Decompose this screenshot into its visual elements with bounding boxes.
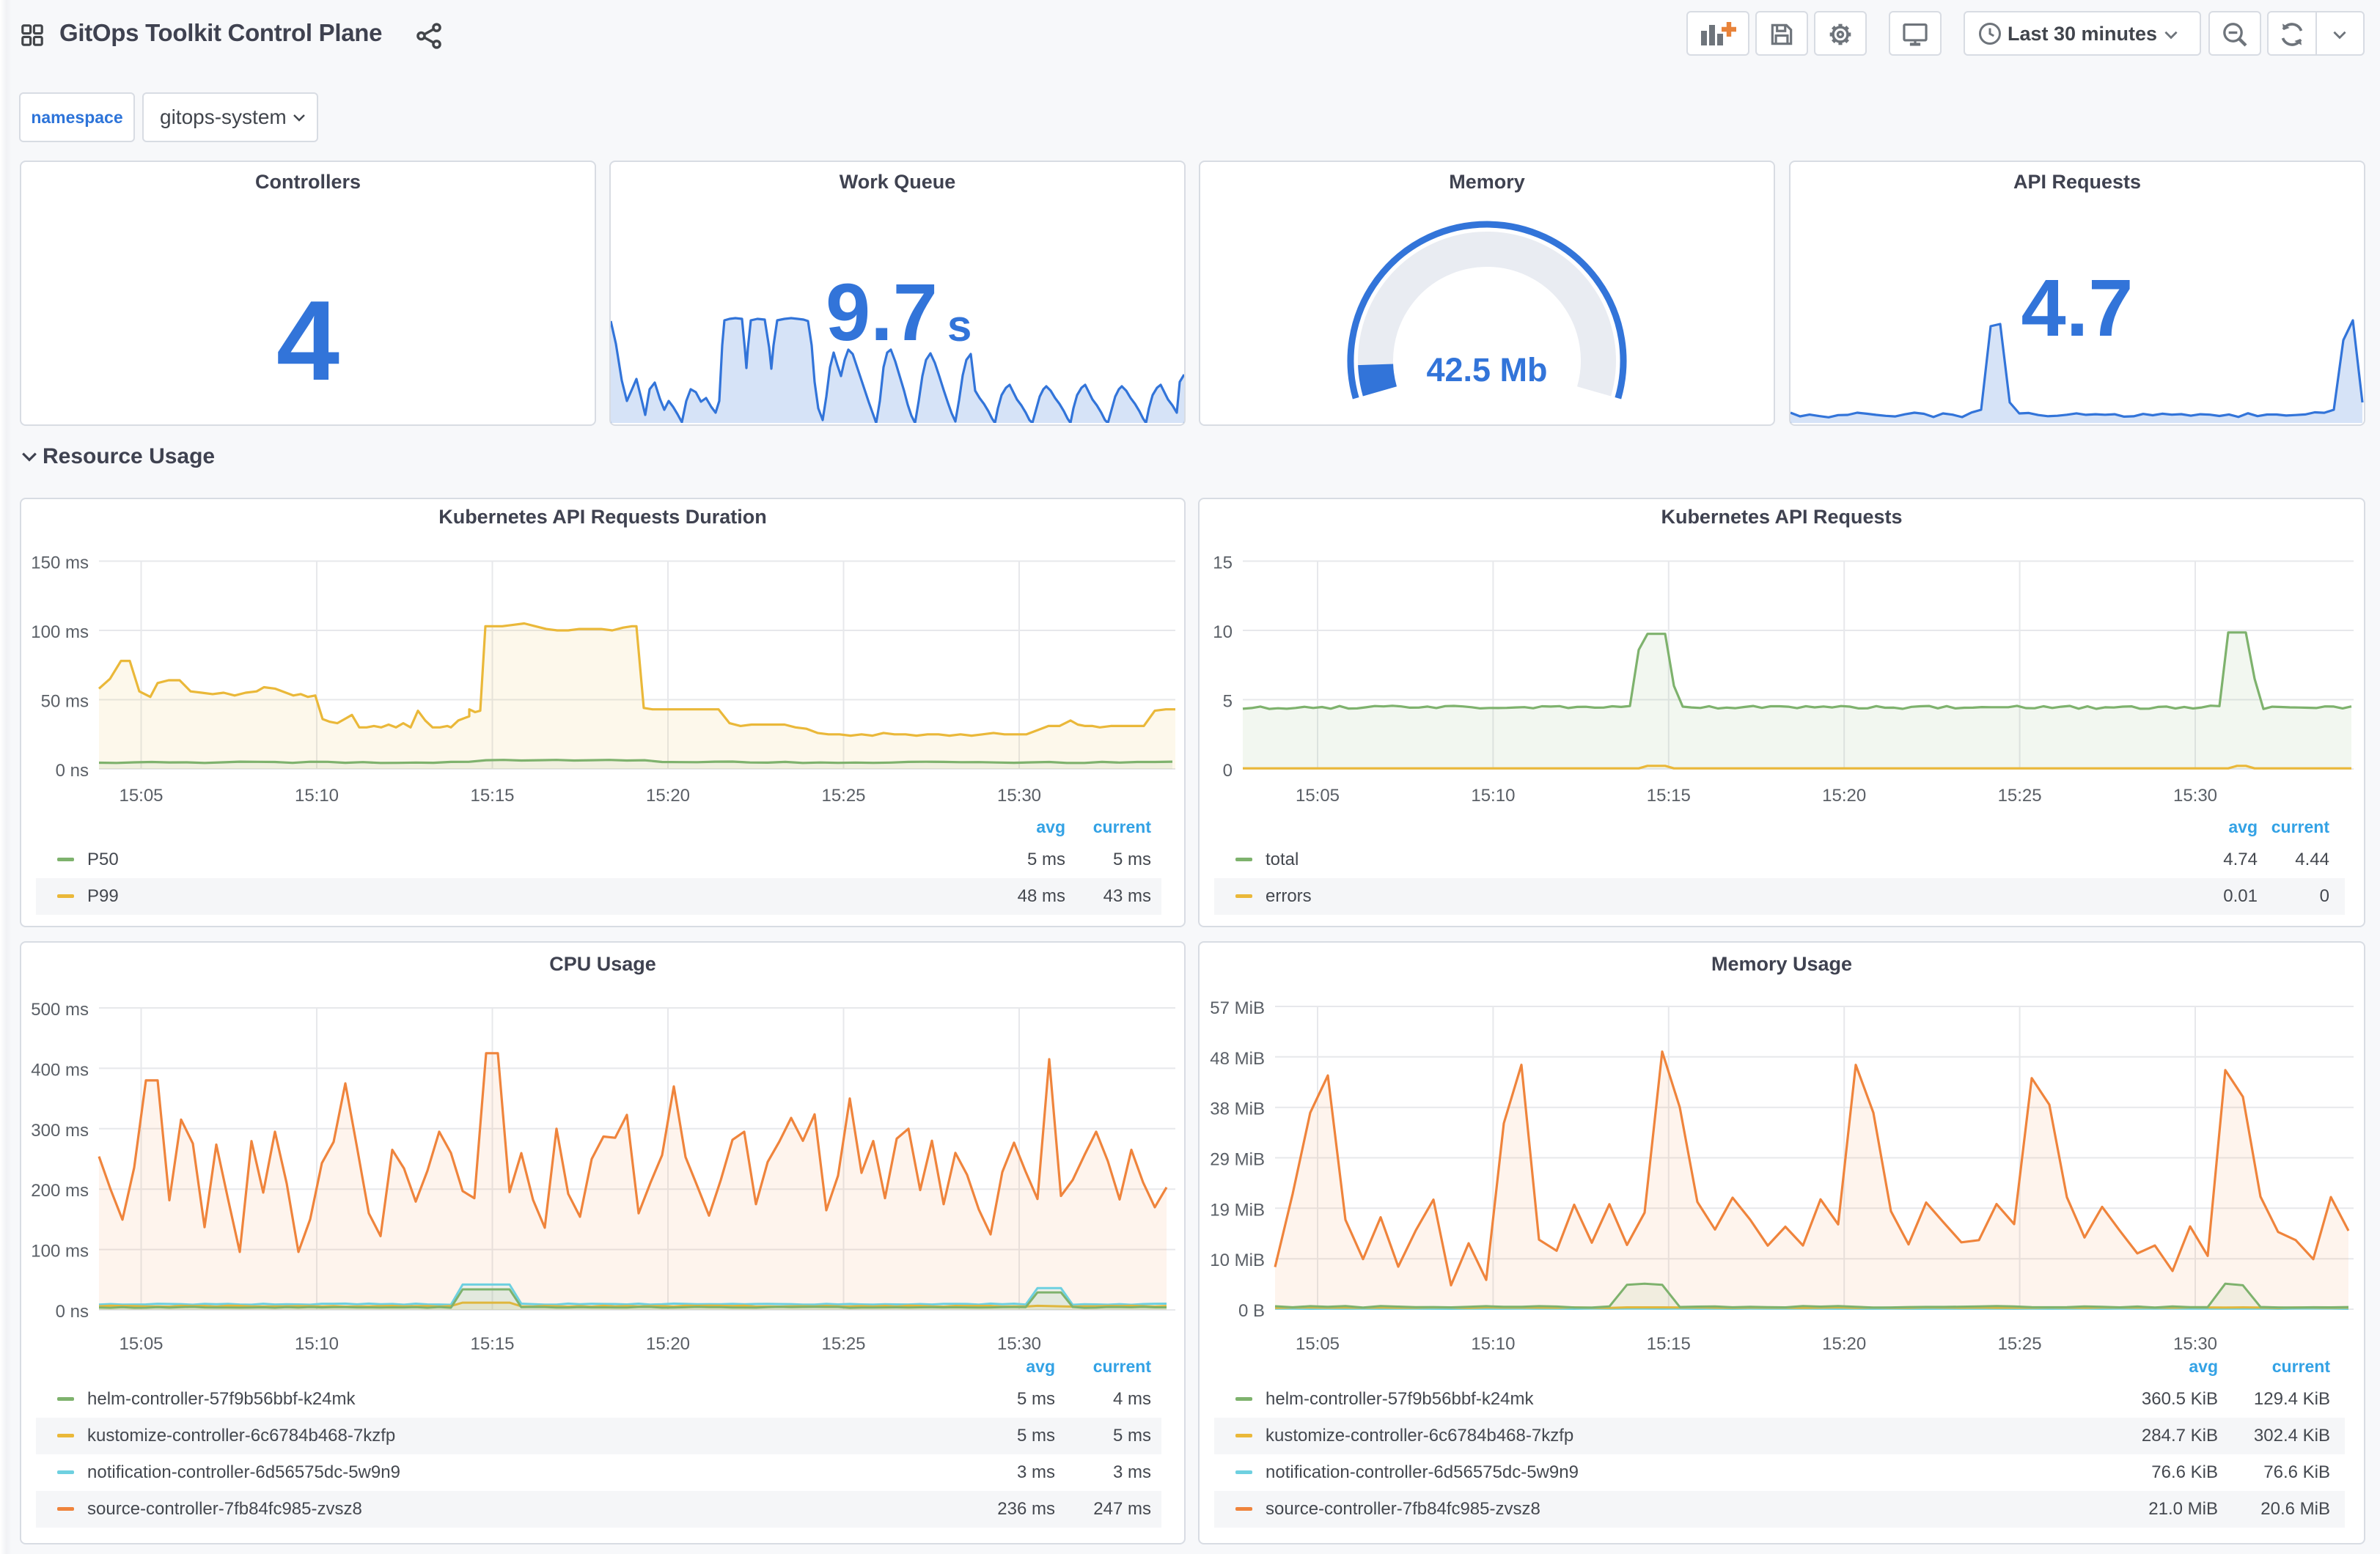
svg-text:15:30: 15:30	[997, 1334, 1041, 1354]
svg-text:15:15: 15:15	[470, 786, 514, 806]
svg-text:15:10: 15:10	[295, 786, 339, 806]
svg-text:15:10: 15:10	[295, 1334, 339, 1354]
svg-text:19 MiB: 19 MiB	[1210, 1200, 1265, 1220]
svg-text:15:10: 15:10	[1471, 786, 1515, 806]
svg-text:50 ms: 50 ms	[41, 692, 89, 712]
svg-text:15:25: 15:25	[1998, 1334, 2042, 1354]
svg-text:0 ns: 0 ns	[56, 761, 89, 781]
svg-text:15:20: 15:20	[646, 786, 690, 806]
svg-text:10: 10	[1213, 622, 1233, 642]
svg-text:15: 15	[1213, 553, 1233, 573]
svg-text:15:20: 15:20	[646, 1334, 690, 1354]
svg-text:15:25: 15:25	[821, 1334, 865, 1354]
svg-text:15:05: 15:05	[119, 1334, 163, 1354]
svg-text:10 MiB: 10 MiB	[1210, 1251, 1265, 1270]
svg-text:0 B: 0 B	[1238, 1301, 1265, 1321]
svg-text:48 MiB: 48 MiB	[1210, 1049, 1265, 1069]
svg-text:150 ms: 150 ms	[31, 553, 89, 573]
svg-text:0: 0	[1223, 761, 1233, 781]
svg-text:300 ms: 300 ms	[31, 1121, 89, 1141]
svg-text:15:05: 15:05	[1296, 1334, 1340, 1354]
svg-text:15:30: 15:30	[997, 786, 1041, 806]
svg-text:15:30: 15:30	[2173, 786, 2217, 806]
svg-text:15:15: 15:15	[1647, 786, 1691, 806]
svg-text:57 MiB: 57 MiB	[1210, 998, 1265, 1018]
svg-text:15:10: 15:10	[1471, 1334, 1515, 1354]
svg-text:29 MiB: 29 MiB	[1210, 1150, 1265, 1170]
svg-text:200 ms: 200 ms	[31, 1181, 89, 1201]
svg-text:15:25: 15:25	[821, 786, 865, 806]
svg-text:38 MiB: 38 MiB	[1210, 1100, 1265, 1119]
svg-text:500 ms: 500 ms	[31, 1000, 89, 1020]
svg-text:15:15: 15:15	[470, 1334, 514, 1354]
svg-text:5: 5	[1223, 692, 1233, 712]
svg-text:15:05: 15:05	[1296, 786, 1340, 806]
svg-text:400 ms: 400 ms	[31, 1060, 89, 1080]
svg-text:15:05: 15:05	[119, 786, 163, 806]
svg-text:15:25: 15:25	[1998, 786, 2042, 806]
svg-text:15:30: 15:30	[2173, 1334, 2217, 1354]
svg-text:15:20: 15:20	[1822, 1334, 1866, 1354]
svg-text:100 ms: 100 ms	[31, 622, 89, 642]
svg-text:0 ns: 0 ns	[56, 1302, 89, 1322]
svg-text:100 ms: 100 ms	[31, 1242, 89, 1262]
svg-text:15:20: 15:20	[1822, 786, 1866, 806]
svg-text:15:15: 15:15	[1647, 1334, 1691, 1354]
